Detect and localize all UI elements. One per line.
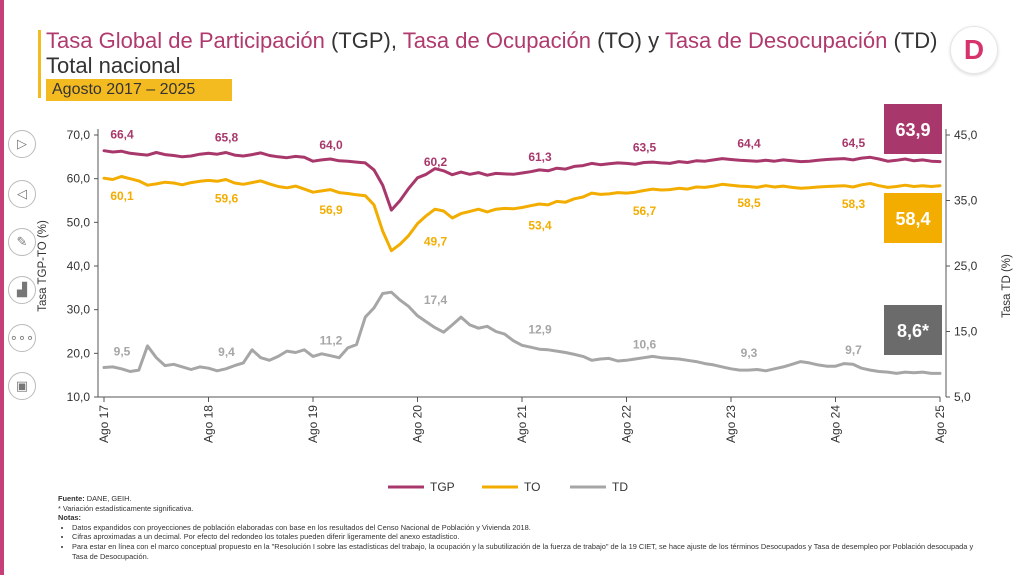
data-label-tgp: 63,5	[633, 140, 657, 154]
source-label: Fuente:	[58, 494, 85, 503]
source-text: DANE, GEIH.	[84, 494, 132, 503]
footnotes: Fuente: DANE, GEIH. * Variación estadíst…	[58, 494, 978, 561]
title-comma: ,	[390, 28, 397, 53]
x-tick-label: Ago 24	[829, 405, 843, 443]
x-tick-label: Ago 25	[933, 405, 947, 443]
series-line-td	[102, 290, 942, 375]
legend-label-tgp: TGP	[430, 480, 455, 494]
left-accent-border	[0, 0, 4, 575]
chart-icon[interactable]: ▟	[8, 276, 36, 304]
x-tick-label: Ago 22	[620, 405, 634, 443]
y-right-tick-label: 35,0	[954, 194, 978, 208]
page-subtitle: Total nacional	[46, 53, 181, 78]
y-left-tick-label: 70,0	[67, 128, 91, 142]
title-to: Tasa de Ocupación	[402, 28, 592, 53]
more-icon[interactable]: ∘∘∘	[8, 324, 36, 352]
y-left-axis-title: Tasa TGP-TO (%)	[37, 220, 49, 312]
notes-label: Notas:	[58, 513, 81, 523]
data-label-tgp: 61,3	[528, 150, 552, 164]
data-label-td: 9,7	[845, 343, 862, 357]
title-block: Tasa Global de Participación (TGP), Tasa…	[46, 28, 946, 78]
note-item: Para estar en línea con el marco concept…	[72, 542, 978, 561]
y-left-tick-label: 10,0	[67, 390, 91, 404]
chart-legend: TGP TO TD	[388, 480, 628, 494]
logo-letter: D	[963, 34, 985, 65]
y-left-tick-label: 20,0	[67, 346, 91, 360]
data-label-to: 53,4	[528, 218, 552, 232]
dane-logo: D	[950, 26, 998, 74]
end-badge-td	[884, 305, 942, 355]
title-tgp: Tasa Global de Participación	[46, 28, 325, 53]
chart-data-labels: 66,4 65,8 64,0 60,2 61,3 63,5 64,4 64,5 60,1 59,6…	[110, 128, 865, 360]
series-line-to	[102, 175, 942, 253]
data-label-tgp: 64,4	[737, 136, 761, 150]
y-right-tick-label: 5,0	[954, 390, 971, 404]
presentation-icon[interactable]: ▣	[8, 372, 36, 400]
data-label-to: 56,9	[319, 203, 343, 217]
x-tick-label: Ago 20	[411, 405, 425, 443]
note-item: Datos expandidos con proyecciones de pob…	[72, 523, 978, 533]
title-to-abbr: (TO)	[597, 28, 642, 53]
y-left-tick-label: 30,0	[67, 303, 91, 317]
legend-label-to: TO	[524, 480, 540, 494]
y-right-tick-label: 15,0	[954, 325, 978, 339]
data-label-to: 58,5	[737, 196, 761, 210]
y-right-tick-label: 25,0	[954, 259, 978, 273]
data-label-tgp: 64,0	[319, 138, 343, 152]
title-td: Tasa de Desocupación	[664, 28, 888, 53]
chart-axes: 70,0 60,0 50,0 40,0 30,0 20,0 10,0 45,0 35,0 25,0…	[37, 128, 1013, 443]
period-badge: Agosto 2017 – 2025	[46, 79, 232, 101]
end-badge-value-td: 8,6*	[897, 321, 929, 341]
x-tick-label: Ago 21	[515, 405, 529, 443]
end-badge-value-to: 58,4	[895, 209, 930, 229]
chart-series	[102, 149, 942, 375]
data-label-td: 11,2	[320, 333, 343, 347]
title-accent-bar	[38, 30, 41, 98]
note-item: Cifras aproximadas a un decimal. Por efe…	[72, 532, 978, 542]
end-badge-to	[884, 193, 942, 243]
data-label-td: 17,4	[424, 293, 448, 307]
play-icon[interactable]: ▷	[8, 130, 36, 158]
data-label-to: 56,7	[633, 204, 657, 218]
data-label-td: 12,9	[528, 322, 552, 336]
title-td-abbr: (TD)	[893, 28, 938, 53]
y-left-tick-label: 50,0	[67, 215, 91, 229]
x-tick-label: Ago 18	[202, 405, 216, 443]
data-label-to: 59,6	[215, 191, 239, 205]
end-badge-value-tgp: 63,9	[895, 120, 930, 140]
legend-label-td: TD	[612, 480, 628, 494]
title-connector: y	[648, 28, 660, 53]
data-label-to: 49,7	[424, 235, 448, 249]
data-label-tgp: 64,5	[842, 136, 866, 150]
y-left-tick-label: 60,0	[67, 172, 91, 186]
data-label-tgp: 65,8	[215, 130, 239, 144]
data-label-td: 9,4	[218, 345, 235, 359]
notes-list: Datos expandidos con proyecciones de pob…	[58, 523, 978, 561]
data-label-tgp: 60,2	[424, 155, 448, 169]
data-label-td: 9,3	[741, 346, 758, 360]
chart-end-badges: 63,9 58,4 8,6*	[884, 104, 942, 355]
x-tick-label: Ago 17	[97, 405, 111, 443]
data-label-td: 9,5	[114, 345, 131, 359]
data-label-tgp: 66,4	[110, 128, 134, 142]
x-tick-label: Ago 19	[306, 405, 320, 443]
asterisk-note: * Variación estadísticamente significati…	[58, 503, 194, 513]
data-label-td: 10,6	[633, 337, 657, 351]
series-line-tgp	[102, 149, 942, 212]
previous-icon[interactable]: ◁	[8, 180, 36, 208]
title-tgp-abbr: (TGP)	[330, 28, 391, 53]
data-label-to: 58,3	[842, 197, 866, 211]
page-title: Tasa Global de Participación (TGP), Tasa…	[46, 28, 946, 54]
pen-icon[interactable]: ✎	[8, 228, 36, 256]
end-badge-tgp	[884, 104, 942, 154]
x-tick-label: Ago 23	[724, 405, 738, 443]
y-right-tick-label: 45,0	[954, 128, 978, 142]
y-left-tick-label: 40,0	[67, 259, 91, 273]
source-line: Fuente: DANE, GEIH.	[58, 494, 978, 504]
y-right-axis-title: Tasa TD (%)	[1001, 254, 1013, 318]
data-label-to: 60,1	[110, 189, 134, 203]
